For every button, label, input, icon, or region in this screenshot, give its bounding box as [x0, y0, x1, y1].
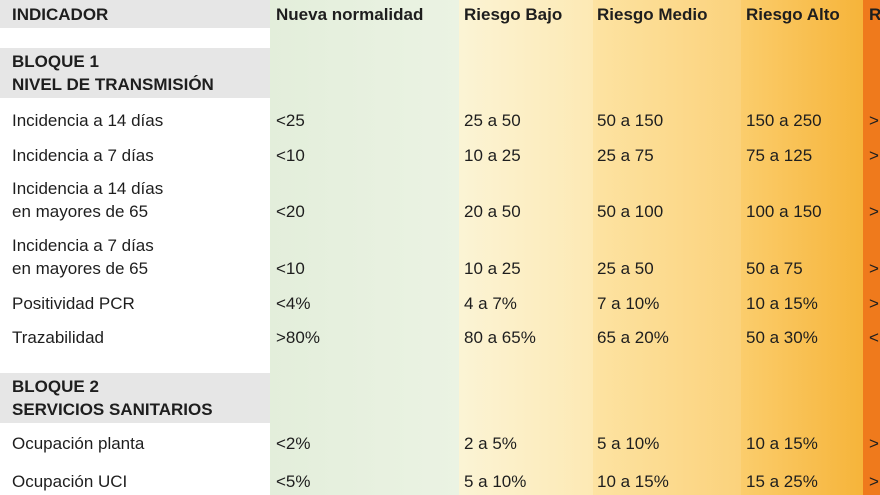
cell-nueva: <25: [276, 111, 305, 130]
bloque2-bg: [0, 373, 270, 423]
cell-alto: 50 a 30%: [746, 328, 818, 347]
row-label-line2: en mayores de 65: [12, 259, 149, 278]
cell-bajo: 10 a 25: [464, 146, 521, 165]
cell-alto: 75 a 125: [746, 146, 813, 165]
cell-nueva: <2%: [276, 434, 311, 453]
cell-nueva: <4%: [276, 294, 311, 313]
column-bg-nueva-normalidad: [270, 0, 459, 495]
bloque1-title-line2: NIVEL DE TRANSMISIÓN: [12, 75, 214, 94]
bloque1-bg: [0, 48, 270, 98]
cell-muy-alto: >: [869, 472, 879, 491]
cell-medio: 10 a 15%: [597, 472, 669, 491]
cell-medio: 50 a 100: [597, 202, 664, 221]
bloque1-title-line1: BLOQUE 1: [12, 52, 99, 71]
header-riesgo-bajo: Riesgo Bajo: [464, 5, 563, 24]
row-label: Incidencia a 14 días: [12, 111, 164, 130]
header-riesgo-muy-alto: R: [869, 5, 880, 24]
cell-alto: 15 a 25%: [746, 472, 818, 491]
header-indicador-bg: [0, 0, 270, 28]
cell-muy-alto: >: [869, 294, 879, 313]
column-bg-riesgo-medio: [593, 0, 741, 495]
cell-medio: 5 a 10%: [597, 434, 660, 453]
cell-bajo: 4 a 7%: [464, 294, 517, 313]
cell-nueva: <20: [276, 202, 305, 221]
column-bg-riesgo-alto: [741, 0, 863, 495]
row-label: Ocupación UCI: [12, 472, 128, 491]
row-label: Ocupación planta: [12, 434, 145, 453]
cell-bajo: 80 a 65%: [464, 328, 536, 347]
row-label: Incidencia a 7 días: [12, 146, 154, 165]
cell-nueva: <10: [276, 259, 305, 278]
row-label-line1: Incidencia a 7 días: [12, 236, 154, 255]
row-label: Trazabilidad: [12, 328, 104, 347]
cell-medio: 25 a 75: [597, 146, 654, 165]
cell-nueva: <10: [276, 146, 305, 165]
header-indicador: INDICADOR: [12, 5, 109, 24]
header-nueva-normalidad: Nueva normalidad: [276, 5, 424, 24]
row-label: Positividad PCR: [12, 294, 135, 313]
cell-bajo: 5 a 10%: [464, 472, 527, 491]
cell-alto: 10 a 15%: [746, 294, 818, 313]
cell-muy-alto: >: [869, 259, 879, 278]
cell-medio: 50 a 150: [597, 111, 664, 130]
cell-muy-alto: >: [869, 434, 879, 453]
cell-bajo: 25 a 50: [464, 111, 521, 130]
cell-nueva: >80%: [276, 328, 320, 347]
bloque2-title-line2: SERVICIOS SANITARIOS: [12, 400, 213, 419]
row-label-line1: Incidencia a 14 días: [12, 179, 164, 198]
row-label-line2: en mayores de 65: [12, 202, 149, 221]
cell-muy-alto: >: [869, 202, 879, 221]
cell-alto: 50 a 75: [746, 259, 803, 278]
column-bg-riesgo-bajo: [459, 0, 593, 495]
cell-alto: 150 a 250: [746, 111, 822, 130]
cell-bajo: 10 a 25: [464, 259, 521, 278]
bloque2-title-line1: BLOQUE 2: [12, 377, 99, 396]
header-riesgo-medio: Riesgo Medio: [597, 5, 708, 24]
cell-alto: 10 a 15%: [746, 434, 818, 453]
cell-medio: 7 a 10%: [597, 294, 660, 313]
cell-alto: 100 a 150: [746, 202, 822, 221]
header-riesgo-alto: Riesgo Alto: [746, 5, 840, 24]
cell-nueva: <5%: [276, 472, 311, 491]
cell-muy-alto: >: [869, 146, 879, 165]
cell-muy-alto: >: [869, 111, 879, 130]
cell-bajo: 20 a 50: [464, 202, 521, 221]
cell-bajo: 2 a 5%: [464, 434, 517, 453]
cell-muy-alto: <: [869, 328, 879, 347]
cell-medio: 65 a 20%: [597, 328, 669, 347]
column-bg-riesgo-muy-alto: [863, 0, 880, 495]
cell-medio: 25 a 50: [597, 259, 654, 278]
